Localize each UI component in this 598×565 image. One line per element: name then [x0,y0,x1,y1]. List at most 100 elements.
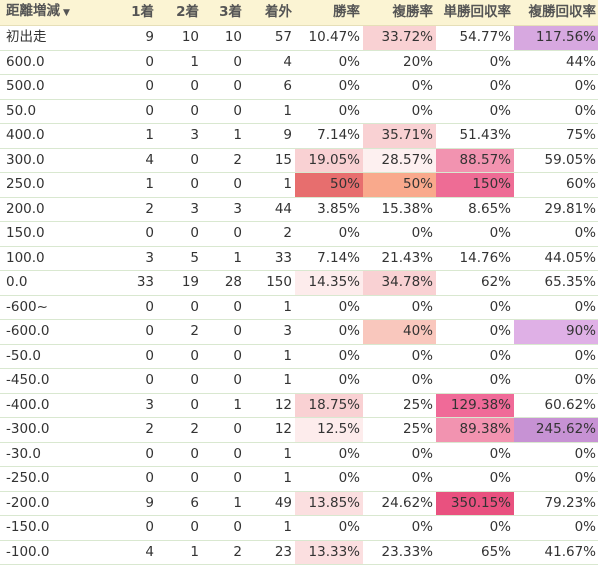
row-label: 250.0 [0,172,96,198]
cell-win-rate: 13.33% [295,540,363,565]
cell-place-return: 0% [514,442,598,467]
cell-first-count: 9 [96,491,157,516]
table-row: -100.0 4 1 2 23 13.33% 23.33% 65% 41.67% [0,540,598,565]
cell-third-count: 0 [202,221,245,247]
row-label: -400.0 [0,393,96,418]
row-label: -600~ [0,295,96,320]
column-header-unplaced[interactable]: 着外 [245,0,295,26]
cell-win-return: 0% [436,99,514,124]
cell-first-count: 0 [96,50,157,75]
sort-down-icon[interactable]: ▼ [63,8,70,18]
cell-win-rate: 0% [295,74,363,100]
cell-third-count: 0 [202,344,245,369]
cell-win-return: 0% [436,442,514,467]
table-row: 初出走 9 10 10 57 10.47% 33.72% 54.77% 117.56% [0,25,598,51]
cell-unplaced-count: 15 [245,148,295,173]
row-label: -150.0 [0,515,96,541]
cell-win-rate: 0% [295,368,363,394]
table-row: 300.0 4 0 2 15 19.05% 28.57% 88.57% 59.05% [0,148,598,173]
cell-second-count: 3 [157,197,202,222]
column-header-first[interactable]: 1着 [96,0,157,26]
row-label: -50.0 [0,344,96,369]
table-row: -30.0 0 0 0 1 0% 0% 0% 0% [0,442,598,467]
cell-win-return: 0% [436,74,514,100]
cell-third-count: 0 [202,466,245,492]
cell-first-count: 0 [96,466,157,492]
table-row: 400.0 1 3 1 9 7.14% 35.71% 51.43% 75% [0,123,598,149]
cell-place-return: 60% [514,172,598,198]
cell-win-rate: 0% [295,221,363,247]
cell-place-return: 65.35% [514,270,598,296]
cell-place-rate: 25% [363,393,436,418]
cell-second-count: 0 [157,295,202,320]
cell-third-count: 0 [202,295,245,320]
cell-place-rate: 40% [363,319,436,345]
column-header-third[interactable]: 3着 [202,0,245,26]
row-label: 500.0 [0,74,96,100]
column-header-place-return[interactable]: 複勝回収率 [514,0,598,26]
cell-win-return: 51.43% [436,123,514,149]
row-label: 150.0 [0,221,96,247]
cell-place-return: 0% [514,515,598,541]
table-row: 100.0 3 5 1 33 7.14% 21.43% 14.76% 44.05% [0,246,598,271]
cell-third-count: 0 [202,99,245,124]
cell-place-return: 0% [514,295,598,320]
cell-win-return: 0% [436,344,514,369]
table-row: -300.0 2 2 0 12 12.5% 25% 89.38% 245.62% [0,417,598,443]
cell-place-rate: 0% [363,295,436,320]
cell-second-count: 0 [157,344,202,369]
cell-place-rate: 0% [363,442,436,467]
cell-unplaced-count: 9 [245,123,295,149]
cell-place-rate: 50% [363,172,436,198]
cell-third-count: 0 [202,417,245,443]
table-row: 200.0 2 3 3 44 3.85% 15.38% 8.65% 29.81% [0,197,598,222]
cell-second-count: 0 [157,393,202,418]
cell-place-rate: 21.43% [363,246,436,271]
cell-place-rate: 20% [363,50,436,75]
cell-unplaced-count: 1 [245,515,295,541]
cell-win-rate: 7.14% [295,246,363,271]
cell-place-rate: 24.62% [363,491,436,516]
cell-place-return: 0% [514,344,598,369]
column-header-second[interactable]: 2着 [157,0,202,26]
cell-place-rate: 0% [363,368,436,394]
cell-win-return: 0% [436,221,514,247]
cell-first-count: 0 [96,295,157,320]
cell-second-count: 0 [157,148,202,173]
cell-win-return: 8.65% [436,197,514,222]
cell-win-return: 0% [436,515,514,541]
cell-place-return: 0% [514,368,598,394]
cell-second-count: 10 [157,25,202,51]
column-header-win-rate[interactable]: 勝率 [295,0,363,26]
cell-third-count: 0 [202,50,245,75]
cell-place-return: 75% [514,123,598,149]
cell-win-return: 0% [436,50,514,75]
cell-place-return: 245.62% [514,417,598,443]
cell-second-count: 0 [157,172,202,198]
row-label: 200.0 [0,197,96,222]
cell-first-count: 0 [96,442,157,467]
cell-unplaced-count: 6 [245,74,295,100]
cell-win-rate: 3.85% [295,197,363,222]
table-row: -600.0 0 2 0 3 0% 40% 0% 90% [0,319,598,345]
cell-second-count: 19 [157,270,202,296]
cell-second-count: 3 [157,123,202,149]
cell-place-rate: 35.71% [363,123,436,149]
cell-first-count: 4 [96,540,157,565]
row-label: 600.0 [0,50,96,75]
cell-second-count: 0 [157,466,202,492]
cell-unplaced-count: 3 [245,319,295,345]
cell-place-return: 117.56% [514,25,598,51]
table-row: -400.0 3 0 1 12 18.75% 25% 129.38% 60.62% [0,393,598,418]
column-header-win-return[interactable]: 単勝回収率 [436,0,514,26]
cell-unplaced-count: 23 [245,540,295,565]
cell-second-count: 6 [157,491,202,516]
cell-second-count: 0 [157,442,202,467]
cell-place-return: 60.62% [514,393,598,418]
cell-win-return: 62% [436,270,514,296]
column-header-place-rate[interactable]: 複勝率 [363,0,436,26]
column-header-distance-change[interactable]: 距離増減 ▼ [0,0,96,26]
table-row: -50.0 0 0 0 1 0% 0% 0% 0% [0,344,598,369]
cell-first-count: 4 [96,148,157,173]
cell-first-count: 1 [96,123,157,149]
